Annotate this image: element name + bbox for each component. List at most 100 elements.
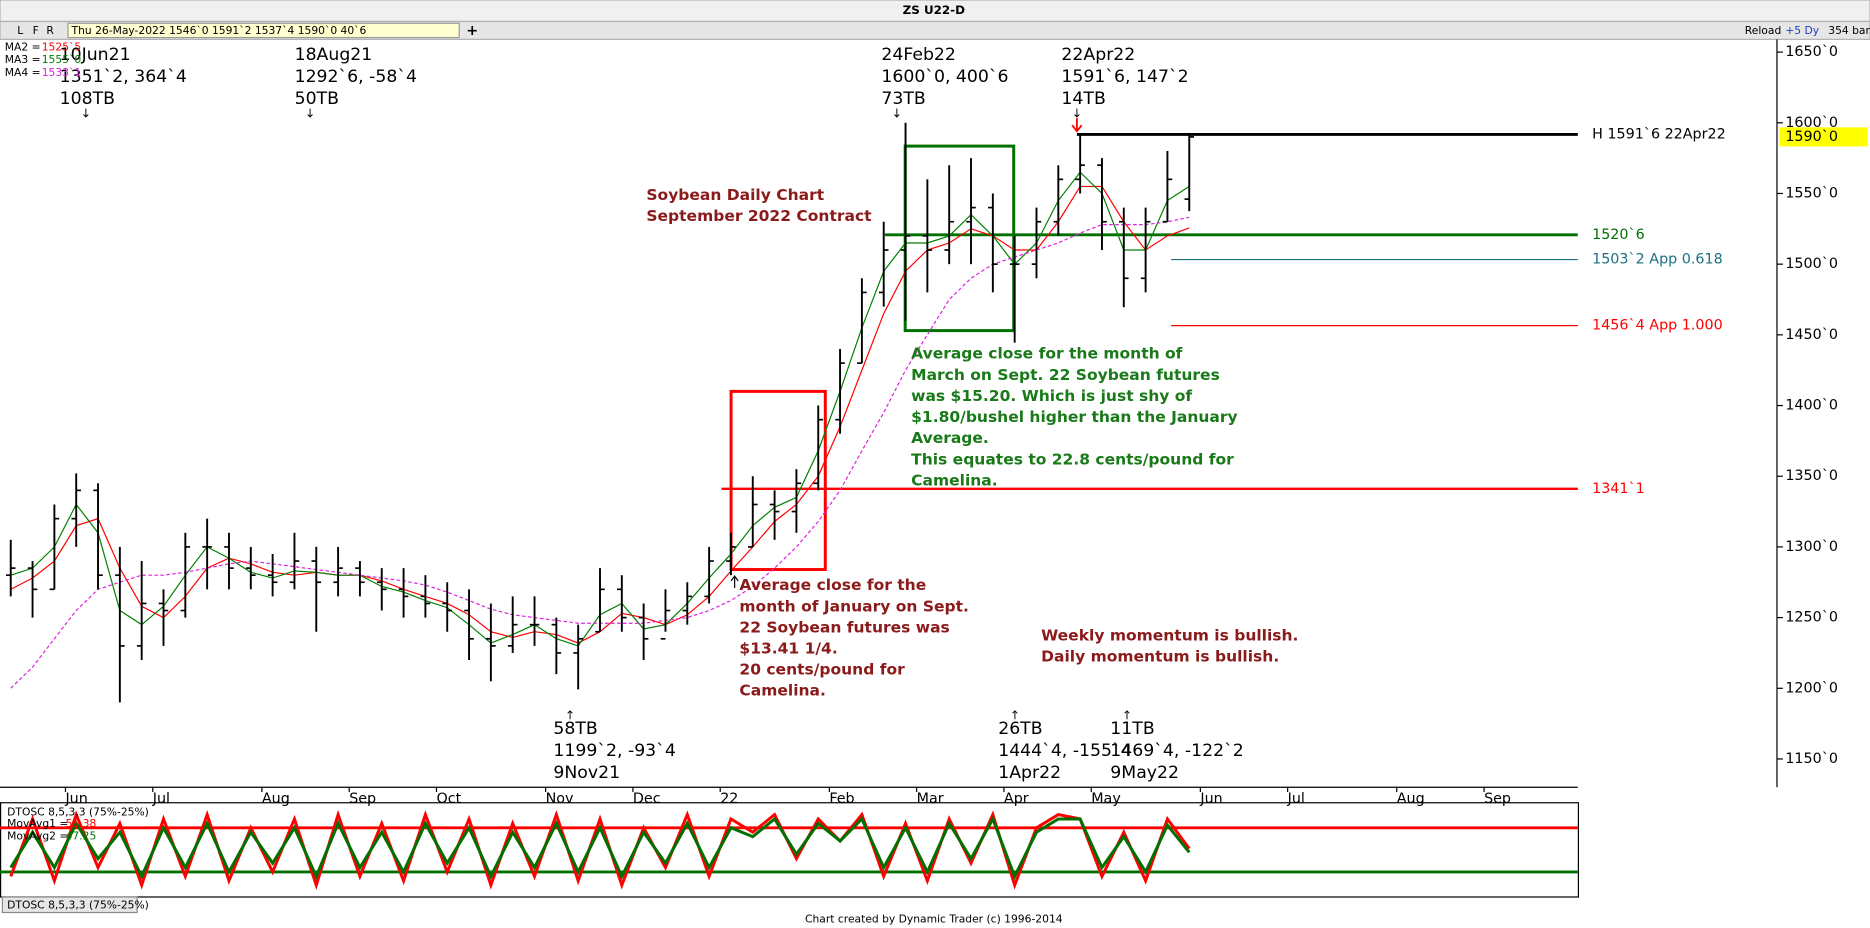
range-button[interactable]: +5 Dy — [1785, 24, 1819, 37]
plot: 1650`0 1600`0 1550`0 1500`0 1450`0 1400`0 1350… — [0, 40, 1868, 891]
note-arrow — [730, 575, 739, 589]
box — [729, 389, 827, 572]
annotation: 1444`4, -155`4 — [998, 741, 1131, 761]
last-price-box — [1779, 127, 1868, 147]
oscillator-line — [9, 809, 1191, 891]
level-label: 1520`6 — [1592, 227, 1645, 243]
x-tick-label: Aug — [262, 791, 290, 807]
quote-box — [67, 22, 460, 39]
oscillator-line — [9, 815, 1191, 881]
oscillator-tab-label[interactable]: DTOSC 8,5,3,3 (75%-25%) — [7, 898, 149, 911]
x-tick-label: Dec — [633, 791, 661, 807]
x-tick-label: Oct — [436, 791, 461, 807]
x-tick-label: Jul — [1287, 791, 1305, 807]
x-tick-label: Sep — [1484, 791, 1511, 807]
legend-value: 1555`0 — [42, 53, 82, 66]
annotation: 108TB — [60, 89, 115, 109]
y-tick-label: 1200`0 — [1785, 680, 1838, 696]
toolbar-button[interactable]: R — [46, 24, 54, 37]
annotation: 1Apr22 — [998, 763, 1061, 783]
annotation: 9Nov21 — [553, 763, 620, 783]
note: $1.80/bushel higher than the January — [911, 408, 1238, 426]
annotation-arrow — [1124, 710, 1130, 720]
annotation: 11TB — [1110, 719, 1154, 739]
y-tick-label: 1400`0 — [1785, 398, 1838, 414]
note: March on Sept. 22 Soybean futures — [911, 366, 1220, 384]
add-button[interactable]: + — [466, 23, 478, 39]
note: September 2022 Contract — [646, 207, 872, 225]
legend-name: MovAvg2 = — [7, 830, 68, 843]
annotation: 14TB — [1061, 89, 1105, 109]
annotation-arrow — [567, 710, 573, 720]
window-title: ZS U22-D — [903, 3, 966, 17]
x-tick-label: May — [1091, 791, 1121, 807]
annotation: 24Feb22 — [881, 45, 956, 65]
note: This equates to 22.8 cents/pound for — [911, 450, 1234, 468]
annotation-arrow — [1074, 108, 1080, 118]
y-tick-label: 1650`0 — [1785, 44, 1838, 60]
legend-value: 1533`1 — [42, 66, 81, 79]
x-tick-label: Jul — [152, 791, 170, 807]
note: 22 Soybean futures was — [739, 618, 949, 636]
oscillator-tab[interactable] — [1, 896, 138, 914]
annotation: 1292`6, -58`4 — [295, 67, 417, 87]
annotation-arrow — [307, 108, 313, 118]
note: Average close for the month of — [911, 345, 1183, 363]
y-tick-label: 1550`0 — [1785, 185, 1838, 201]
note: was $15.20. Which is just shy of — [911, 387, 1192, 405]
legend-value: 1525`5 — [42, 41, 81, 54]
legend-name: MA4 = — [5, 66, 41, 79]
x-tick-label: Jun — [1199, 791, 1222, 807]
y-tick-label: 1500`0 — [1785, 256, 1838, 272]
x-tick-label: 22 — [720, 791, 738, 807]
note: Average. — [911, 429, 989, 447]
y-tick-label: 1150`0 — [1785, 751, 1838, 767]
annotation: 1591`6, 147`2 — [1061, 67, 1188, 87]
annotation: 26TB — [998, 719, 1042, 739]
toolbar — [0, 20, 1870, 40]
x-tick-label: Apr — [1004, 791, 1029, 807]
reload-button[interactable]: Reload — [1745, 24, 1781, 37]
annotation: 1199`2, -93`4 — [553, 741, 675, 761]
annotation: 9May22 — [1110, 763, 1179, 783]
footer: Chart created by Dynamic Trader (c) 1996… — [805, 913, 1063, 926]
last-price-label: 1590`0 — [1785, 129, 1838, 145]
x-tick-label: Mar — [917, 791, 944, 807]
note: Camelina. — [911, 471, 998, 489]
annotation: 1600`0, 400`6 — [881, 67, 1008, 87]
toolbar-button[interactable]: L — [17, 24, 23, 37]
bar-count: 354 bars — [1828, 24, 1870, 37]
annotation-arrow — [894, 108, 900, 118]
annotation-arrow — [83, 108, 89, 118]
x-tick-label: Jun — [64, 791, 87, 807]
annotation: 50TB — [295, 89, 339, 109]
annotation: 58TB — [553, 719, 597, 739]
y-tick-label: 1250`0 — [1785, 610, 1838, 626]
legend-name: MA2 = — [5, 41, 41, 54]
x-tick-label: Nov — [546, 791, 574, 807]
level-label: 1456`4 App 1.000 — [1592, 318, 1723, 334]
toolbar-button[interactable]: F — [33, 24, 39, 37]
annotation: 18Aug21 — [295, 45, 373, 65]
note: $13.41 1/4. — [739, 640, 837, 658]
level-label: H 1591`6 22Apr22 — [1592, 126, 1726, 142]
note: Camelina. — [739, 682, 826, 700]
legend-name: MovAvg1 = — [7, 817, 68, 830]
y-tick-label: 1350`0 — [1785, 468, 1838, 484]
legend-value: 51.38 — [66, 817, 97, 830]
level-label: 1341`1 — [1592, 481, 1645, 497]
legend-background — [0, 40, 79, 80]
annotation: 1469`4, -122`2 — [1110, 741, 1243, 761]
annotation: 22Apr22 — [1061, 45, 1135, 65]
note: Average close for the — [739, 576, 926, 594]
annotation: 73TB — [881, 89, 925, 109]
x-tick-label: Feb — [829, 791, 854, 807]
y-tick-label: 1450`0 — [1785, 327, 1838, 343]
y-tick-label: 1300`0 — [1785, 539, 1838, 555]
legend-value: 47.25 — [66, 830, 97, 843]
x-tick-label: Aug — [1397, 791, 1425, 807]
oscillator-panel — [0, 802, 1580, 898]
